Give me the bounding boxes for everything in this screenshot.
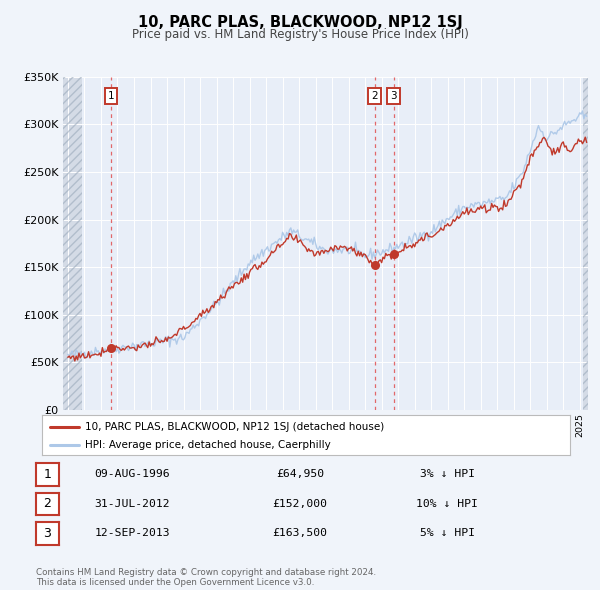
Text: £152,000: £152,000 [272,499,328,509]
Text: £163,500: £163,500 [272,529,328,538]
Text: 3: 3 [390,91,397,101]
Text: 1: 1 [107,91,114,101]
Text: 1: 1 [43,468,52,481]
Text: 10, PARC PLAS, BLACKWOOD, NP12 1SJ (detached house): 10, PARC PLAS, BLACKWOOD, NP12 1SJ (deta… [85,422,385,432]
Bar [63,77,82,410]
Text: 31-JUL-2012: 31-JUL-2012 [94,499,170,509]
Bar [583,77,588,410]
Text: 2: 2 [371,91,378,101]
Text: HPI: Average price, detached house, Caerphilly: HPI: Average price, detached house, Caer… [85,440,331,450]
Text: 10, PARC PLAS, BLACKWOOD, NP12 1SJ: 10, PARC PLAS, BLACKWOOD, NP12 1SJ [137,15,463,30]
Text: 12-SEP-2013: 12-SEP-2013 [94,529,170,538]
Text: 10% ↓ HPI: 10% ↓ HPI [416,499,478,509]
Text: 09-AUG-1996: 09-AUG-1996 [94,470,170,479]
Text: Contains HM Land Registry data © Crown copyright and database right 2024.
This d: Contains HM Land Registry data © Crown c… [36,568,376,587]
Text: 3: 3 [43,527,52,540]
Text: 3% ↓ HPI: 3% ↓ HPI [419,470,475,479]
Text: 2: 2 [43,497,52,510]
Text: Price paid vs. HM Land Registry's House Price Index (HPI): Price paid vs. HM Land Registry's House … [131,28,469,41]
Text: £64,950: £64,950 [276,470,324,479]
Text: 5% ↓ HPI: 5% ↓ HPI [419,529,475,538]
